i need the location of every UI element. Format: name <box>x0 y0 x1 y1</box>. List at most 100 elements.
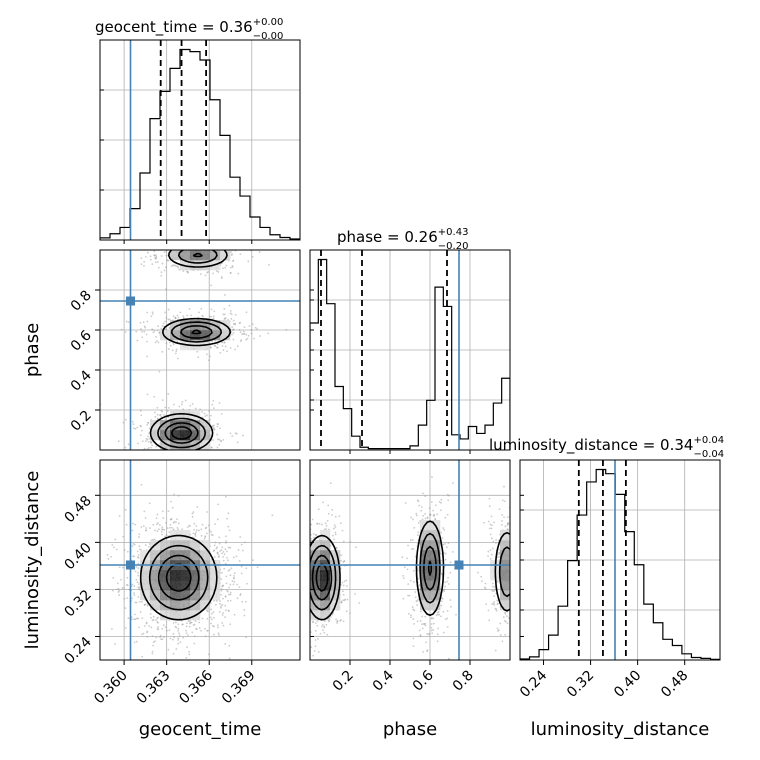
sample-point <box>220 275 223 278</box>
sample-point <box>407 544 409 547</box>
sample-point <box>407 612 410 615</box>
sample-point <box>156 513 159 516</box>
sample-point <box>216 624 219 627</box>
sample-point <box>138 536 140 538</box>
sample-point <box>412 645 415 647</box>
density-cell <box>320 590 331 601</box>
sample-point <box>151 313 154 315</box>
sample-point <box>134 618 137 621</box>
sample-point <box>185 629 188 632</box>
density-cell <box>330 550 341 561</box>
sample-point <box>223 553 226 556</box>
sample-point <box>173 403 175 406</box>
sample-point <box>411 538 414 541</box>
sample-point <box>176 242 178 244</box>
contour-line <box>157 250 222 449</box>
sample-point <box>179 641 182 644</box>
sample-point <box>112 577 115 579</box>
sample-point <box>228 568 231 571</box>
sample-point <box>138 548 141 551</box>
sample-point <box>200 241 202 243</box>
sample-point <box>422 492 424 495</box>
sample-point <box>195 525 198 527</box>
sample-point <box>432 617 435 620</box>
tick-label-y: 0.32 <box>61 587 94 620</box>
sample-point <box>146 635 149 638</box>
sample-point <box>503 619 506 622</box>
density-cell <box>330 590 341 601</box>
sample-point <box>210 229 212 231</box>
sample-point <box>149 612 152 615</box>
sample-point <box>307 615 309 617</box>
sample-point <box>131 545 134 547</box>
sample-point <box>512 535 514 537</box>
sample-point <box>327 504 330 507</box>
sample-point <box>193 241 195 243</box>
sample-point <box>155 336 157 338</box>
sample-point <box>403 566 406 569</box>
sample-point <box>515 553 517 555</box>
sample-point <box>232 319 235 322</box>
sample-point <box>216 425 219 428</box>
sample-point <box>171 506 174 509</box>
sample-point <box>161 510 164 513</box>
sample-point <box>430 623 433 625</box>
sample-point <box>131 420 134 423</box>
sample-point <box>166 629 168 632</box>
sample-point <box>513 557 515 559</box>
sample-point <box>199 273 202 276</box>
sample-point <box>167 308 170 311</box>
sample-point <box>412 637 415 640</box>
density-cell <box>210 590 221 601</box>
sample-point <box>521 540 523 542</box>
sample-point <box>150 453 152 455</box>
sample-point <box>243 326 246 329</box>
sample-point <box>181 528 184 531</box>
truth-marker <box>125 296 135 306</box>
sample-point <box>137 617 140 620</box>
sample-point <box>145 622 148 625</box>
density-cell <box>180 530 191 541</box>
sample-point <box>481 580 483 583</box>
sample-point <box>403 577 405 580</box>
sample-point <box>324 522 327 525</box>
sample-point <box>136 426 139 429</box>
sample-point <box>185 622 188 625</box>
sample-point <box>413 609 416 612</box>
sample-point <box>446 513 449 516</box>
sample-point <box>222 349 225 351</box>
sample-point <box>217 271 220 273</box>
sample-point <box>301 595 303 597</box>
density-cell <box>190 600 201 611</box>
sample-point <box>229 574 232 577</box>
sample-point <box>125 583 128 586</box>
sample-point <box>201 617 204 620</box>
sample-point <box>511 574 513 576</box>
sample-point <box>204 627 206 630</box>
density-cell <box>200 260 211 271</box>
sample-point <box>200 629 202 632</box>
sample-point <box>514 584 516 586</box>
sample-point <box>513 549 515 551</box>
sample-point <box>515 588 517 590</box>
sample-point <box>188 625 191 628</box>
sample-point <box>226 556 228 559</box>
sample-point <box>512 581 514 583</box>
sample-point <box>114 538 117 541</box>
sample-point <box>150 258 152 261</box>
density-cell <box>200 590 211 601</box>
sample-point <box>514 536 516 538</box>
sample-point <box>254 326 257 329</box>
sample-point <box>447 499 450 502</box>
sample-point <box>334 531 337 534</box>
sample-point <box>495 609 498 612</box>
sample-point <box>180 403 183 406</box>
sample-point <box>216 518 219 521</box>
sample-point <box>441 572 444 575</box>
sample-point <box>332 534 334 537</box>
density-cell <box>200 330 211 341</box>
sample-point <box>304 591 306 593</box>
sample-point <box>204 244 206 246</box>
sample-point <box>234 313 237 316</box>
sample-point <box>447 576 450 579</box>
